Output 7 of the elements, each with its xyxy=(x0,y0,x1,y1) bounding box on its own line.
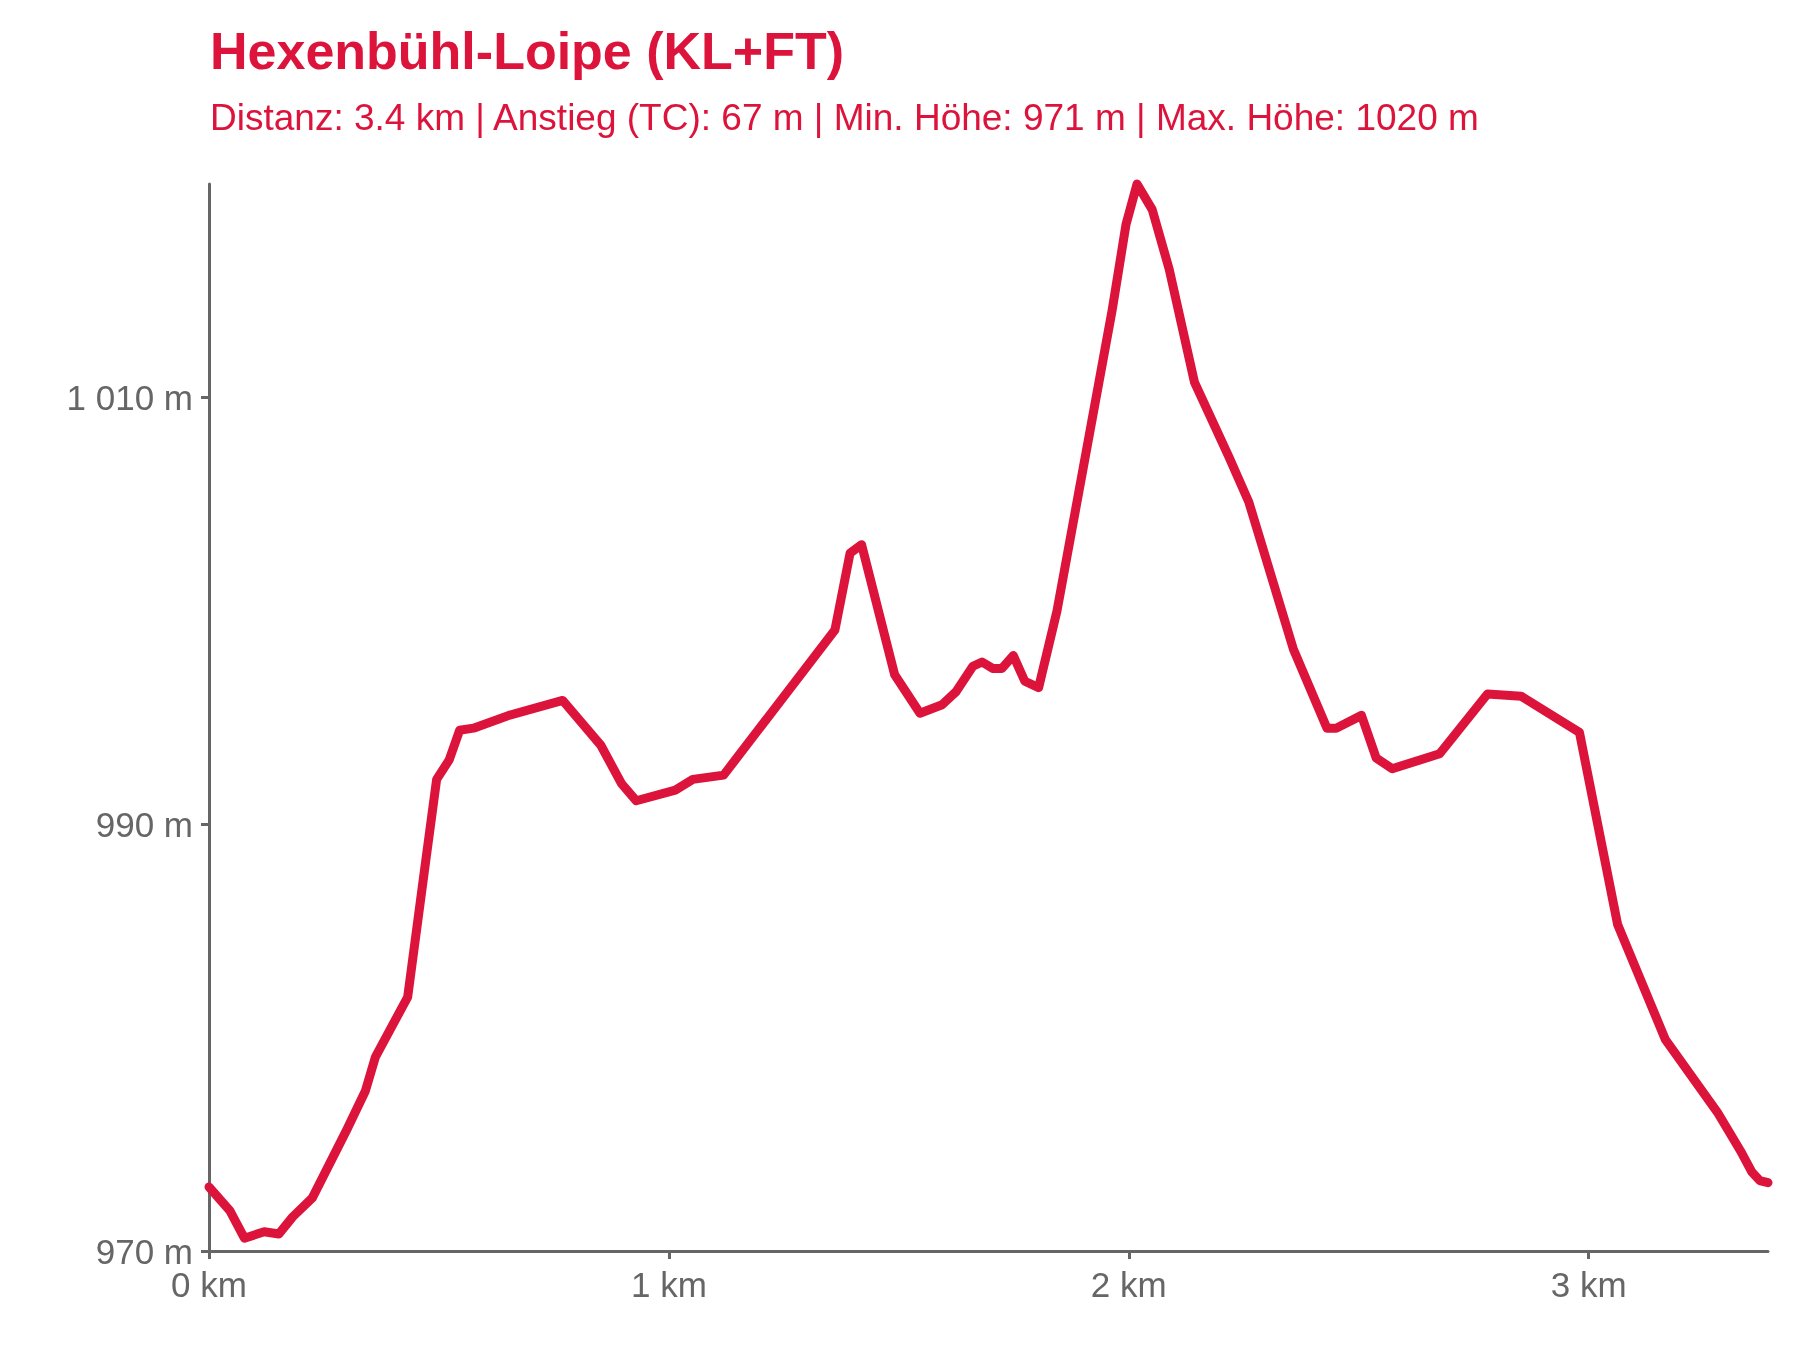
chart-title: Hexenbühl-Loipe (KL+FT) xyxy=(210,22,845,80)
chart-subtitle: Distanz: 3.4 km | Anstieg (TC): 67 m | Min. Höhe: 971 m | Max. Höhe: 1020 m xyxy=(210,97,1479,138)
y-tick-label: 1 010 m xyxy=(66,377,193,417)
x-tick-label: 3 km xyxy=(1550,1265,1627,1304)
x-tick-label: 2 km xyxy=(1090,1265,1167,1304)
y-tick-label: 990 m xyxy=(95,804,193,844)
x-tick-label: 1 km xyxy=(630,1265,707,1304)
